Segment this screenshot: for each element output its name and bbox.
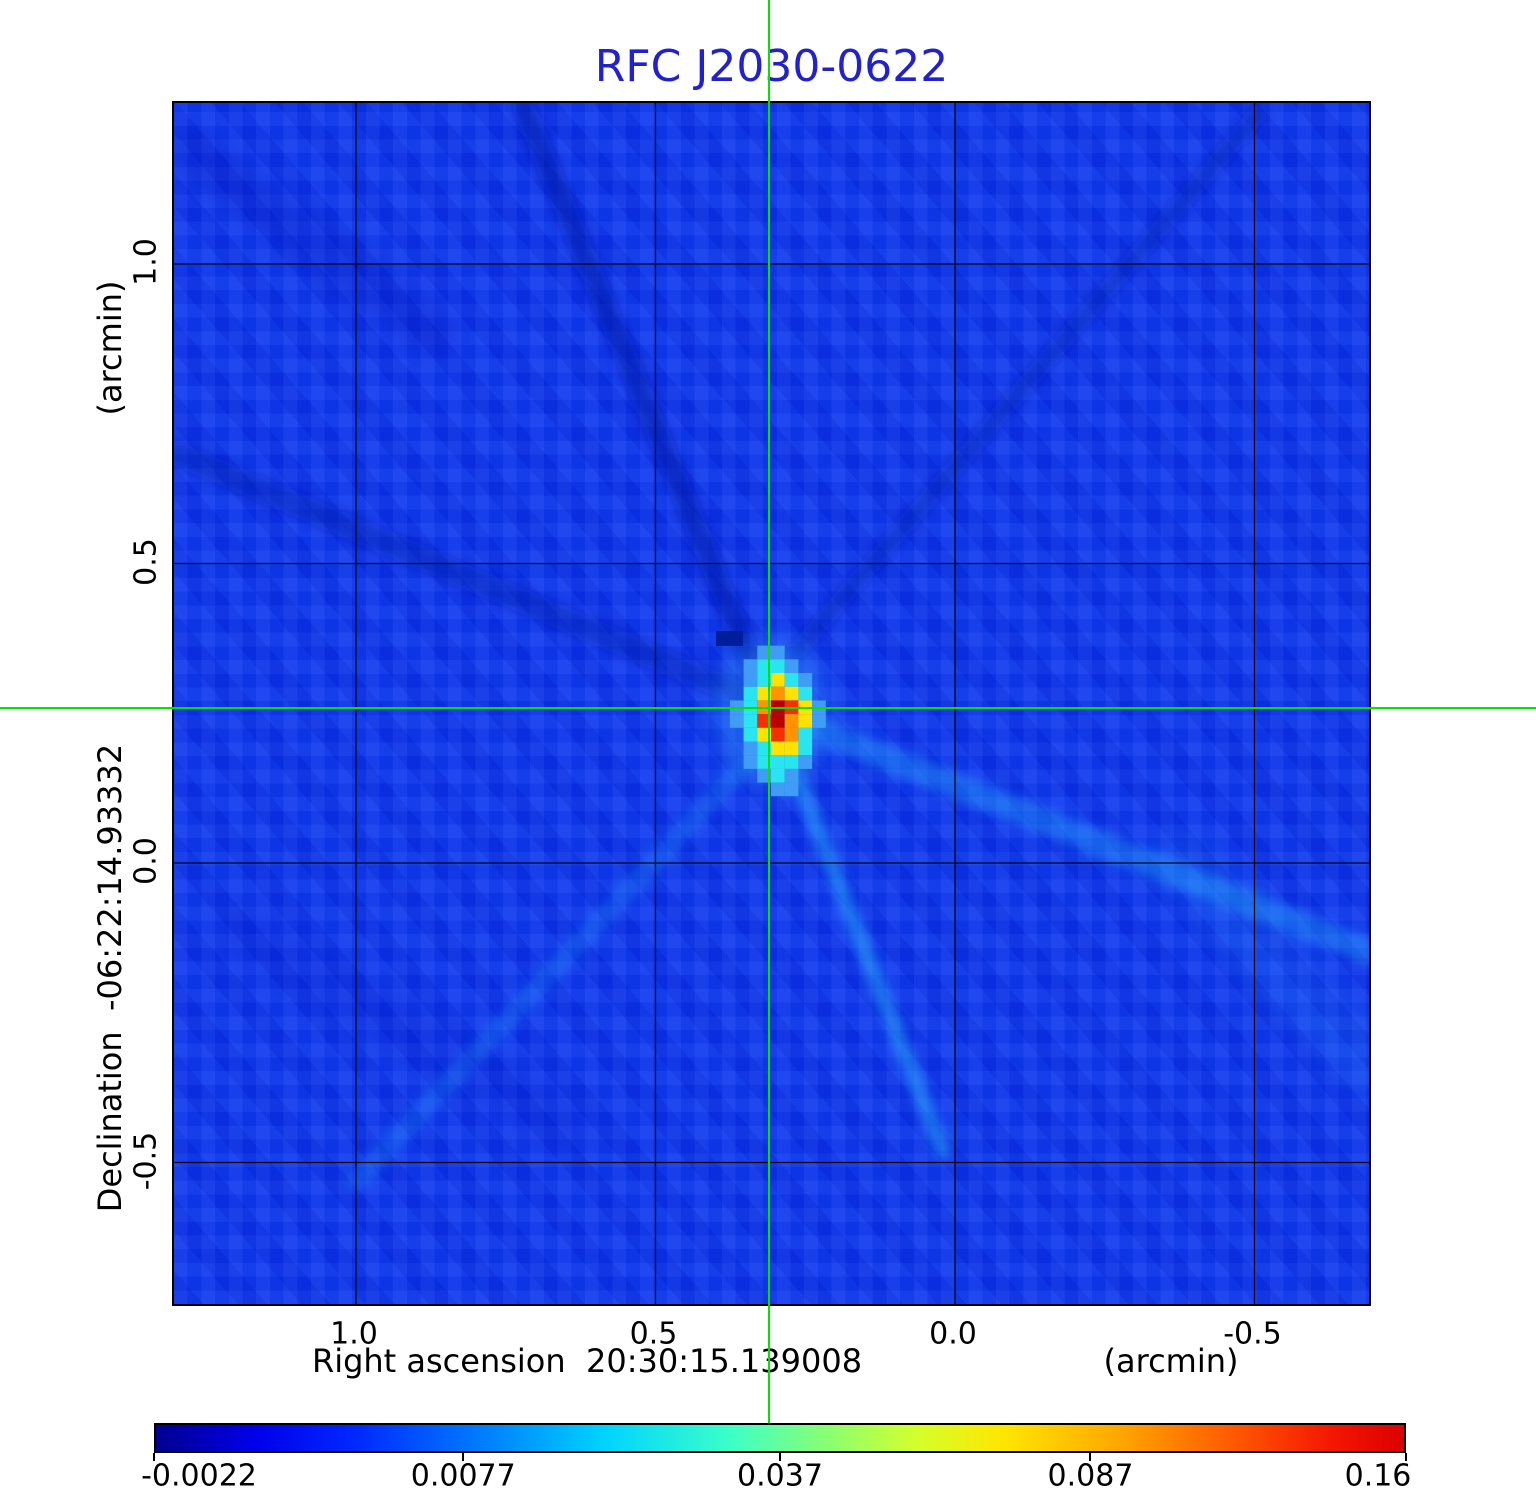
- source-pixel: [771, 714, 785, 728]
- source-pixel: [784, 686, 799, 701]
- y-tick-label: 0.5: [128, 537, 164, 586]
- x-axis-label: Right ascension 20:30:15.139008: [311, 1342, 863, 1380]
- x-tick-label: 0.0: [929, 1316, 977, 1352]
- source-pixel: [757, 673, 771, 687]
- x-tick-label: -0.5: [1223, 1316, 1282, 1352]
- source-pixel: [784, 782, 799, 797]
- source-pixel: [771, 741, 785, 756]
- source-pixel: [784, 673, 799, 687]
- source-pixel: [798, 686, 813, 701]
- source-pixel: [784, 741, 799, 756]
- source-pixel: [743, 727, 758, 742]
- source-pixel: [798, 714, 813, 728]
- x-tick-label: 1.0: [330, 1316, 378, 1352]
- colorbar-tick: [153, 1453, 155, 1461]
- source-pixel: [743, 673, 758, 687]
- sidelobe-streak: [217, 907, 587, 1147]
- source-pixel: [798, 755, 813, 769]
- source-pixel: [798, 727, 813, 742]
- sidelobe-streak: [765, 708, 950, 1158]
- y-axis-unit-label: (arcmin): [91, 280, 129, 416]
- source-pixel: [771, 755, 785, 769]
- colorbar-tick-label: 0.16: [1344, 1458, 1412, 1494]
- source-pixel: [757, 714, 771, 728]
- source-pixel: [784, 659, 799, 673]
- y-tick-label: -0.5: [128, 1131, 164, 1190]
- source-pixel: [743, 755, 758, 769]
- source-pixel: [757, 727, 771, 742]
- source-pixel: [771, 727, 785, 742]
- colorbar-tick: [462, 1453, 465, 1461]
- x-axis-unit-label: (arcmin): [1103, 1342, 1239, 1380]
- source-pixel: [784, 768, 799, 783]
- source-pixel: [798, 673, 813, 687]
- source-pixel: [771, 659, 785, 673]
- sidelobe-streak: [348, 754, 756, 1190]
- source-pixel: [757, 741, 771, 756]
- source-pixel: [743, 686, 758, 701]
- negative-sidelobe-pixel: [716, 631, 743, 646]
- colorbar-tick-label: 0.0077: [410, 1458, 516, 1494]
- colorbar-tick: [1405, 1453, 1407, 1461]
- source-pixel: [812, 714, 826, 728]
- colorbar-tick: [1089, 1453, 1092, 1461]
- figure-title: RFC J2030-0622: [594, 41, 949, 92]
- crosshair-vertical-line: [768, 0, 770, 1423]
- source-pixel: [784, 714, 799, 728]
- source-pixel: [784, 755, 799, 769]
- radio-source: [713, 631, 829, 797]
- source-pixel: [757, 686, 771, 701]
- sidelobe-streak: [789, 105, 1267, 659]
- sidelobe-streak: [174, 442, 776, 716]
- crosshair-horizontal-line: [0, 707, 1536, 709]
- source-pixel: [743, 659, 758, 673]
- grid-lines: [174, 103, 1369, 1304]
- sidelobe-streaks: [174, 103, 1369, 1190]
- image-plot: [172, 101, 1371, 1306]
- colorbar-tick-label: 0.037: [737, 1458, 823, 1494]
- source-pixel: [771, 782, 785, 797]
- source-pixel: [757, 755, 771, 769]
- colorbar-tick: [779, 1453, 781, 1461]
- sidelobe-streak: [513, 103, 779, 713]
- source-pixel: [771, 673, 785, 687]
- sidelobe-streak: [1152, 832, 1369, 1092]
- source-pixel: [771, 768, 785, 783]
- source-pixel: [784, 727, 799, 742]
- colorbar-tick-label: -0.0022: [141, 1458, 257, 1494]
- sidelobe-streak: [765, 701, 1369, 965]
- source-pixel: [757, 659, 771, 673]
- source-pixel: [757, 645, 771, 660]
- x-tick-label: 0.5: [629, 1316, 678, 1352]
- sidelobe-streak: [174, 129, 455, 355]
- source-pixel: [743, 741, 758, 756]
- colorbar-gradient: [154, 1423, 1406, 1453]
- colorbar-tick-label: 0.087: [1047, 1458, 1134, 1494]
- y-tick-label: 1.0: [128, 238, 164, 286]
- y-tick-label: 0.0: [128, 837, 164, 885]
- source-pixel: [798, 741, 813, 756]
- source-pixel: [729, 714, 744, 728]
- source-pixel: [771, 645, 785, 660]
- source-pixel: [743, 714, 758, 728]
- y-axis-label: Declination -06:22:14.93332: [91, 743, 129, 1213]
- source-pixel: [757, 768, 771, 783]
- source-pixel: [771, 686, 785, 701]
- heatmap-overlay: [174, 103, 1369, 1304]
